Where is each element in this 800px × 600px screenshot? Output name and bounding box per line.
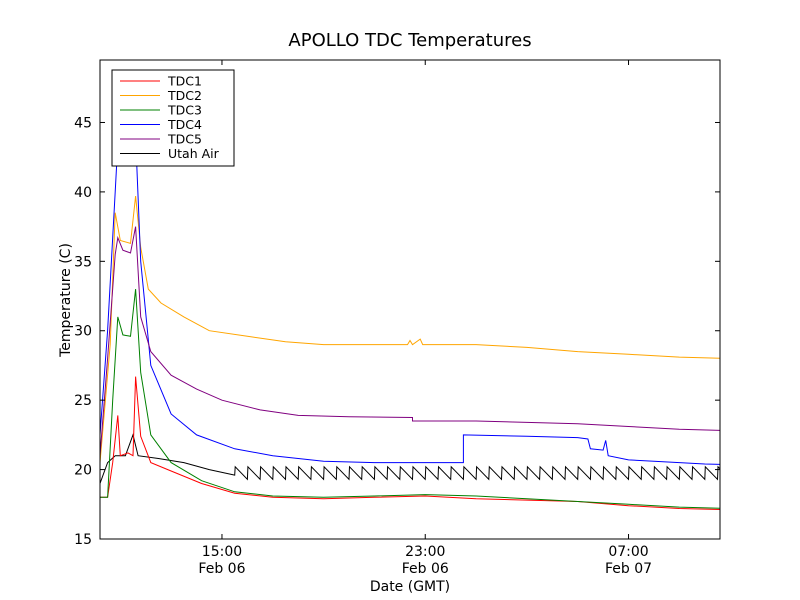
- series-line-utah-air: [100, 433, 720, 484]
- y-tick-label: 15: [74, 532, 92, 548]
- series-line-tdc2: [100, 196, 720, 463]
- y-tick-label: 25: [74, 393, 92, 409]
- x-tick-date-label: Feb 07: [605, 561, 652, 577]
- series-line-tdc3: [100, 289, 720, 509]
- y-axis-label: Temperature (C): [58, 243, 74, 358]
- x-tick-date-label: Feb 06: [198, 561, 245, 577]
- y-tick-label: 40: [74, 185, 92, 201]
- legend-label: Utah Air: [168, 146, 220, 161]
- legend-label: TDC5: [167, 132, 202, 147]
- legend-box: [111, 69, 235, 167]
- x-tick-date-label: Feb 06: [402, 561, 449, 577]
- x-tick-time-label: 07:00: [608, 544, 648, 560]
- series-line-tdc5: [100, 226, 720, 456]
- x-axis-label: Date (GMT): [370, 579, 450, 595]
- y-tick-label: 35: [74, 254, 92, 270]
- y-tick-label: 20: [74, 463, 92, 479]
- y-tick-label: 45: [74, 115, 92, 131]
- y-tick-label: 30: [74, 324, 92, 340]
- x-tick-time-label: 15:00: [202, 544, 242, 560]
- chart-title: APOLLO TDC Temperatures: [288, 30, 531, 51]
- plot-frame: [99, 59, 721, 540]
- x-tick-time-label: 23:00: [405, 544, 445, 560]
- legend-label: TDC4: [167, 117, 202, 132]
- legend-label: TDC3: [167, 103, 202, 118]
- series-line-tdc1: [100, 376, 720, 511]
- legend-label: TDC2: [167, 88, 202, 103]
- legend-label: TDC1: [167, 74, 202, 89]
